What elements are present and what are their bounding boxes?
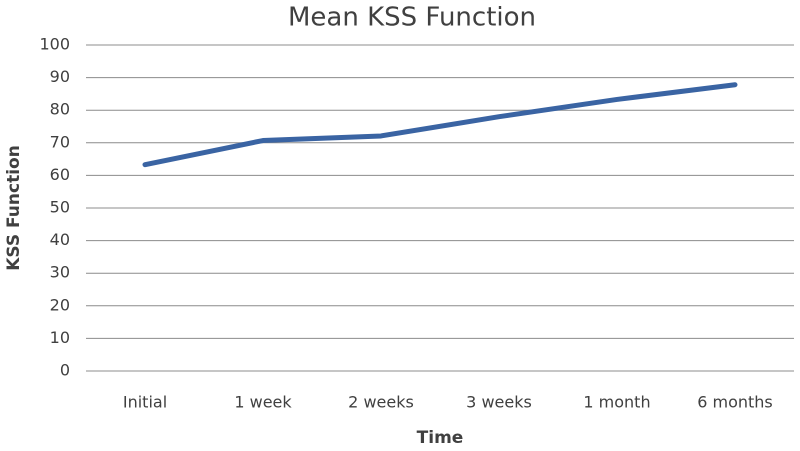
x-axis-label: Time xyxy=(417,428,464,448)
y-tick-label: 60 xyxy=(50,165,70,184)
x-tick-label: Initial xyxy=(123,393,167,412)
x-tick-label: 1 week xyxy=(234,393,292,412)
y-tick-label: 70 xyxy=(50,132,70,151)
y-tick-label: 0 xyxy=(60,361,70,380)
chart-title: Mean KSS Function xyxy=(288,3,536,33)
y-tick-label: 80 xyxy=(50,100,70,119)
y-tick-label: 10 xyxy=(50,328,70,347)
data-line xyxy=(142,82,738,168)
y-axis-label: KSS Function xyxy=(4,145,24,271)
x-tick-label: 2 weeks xyxy=(348,393,414,412)
x-tick-label: 1 month xyxy=(583,393,650,412)
y-tick-label: 100 xyxy=(39,35,70,54)
x-tick-label: 6 months xyxy=(697,393,773,412)
y-tick-label: 30 xyxy=(50,263,70,282)
y-tick-label: 40 xyxy=(50,230,70,249)
y-tick-label: 20 xyxy=(50,295,70,314)
y-tick-label: 90 xyxy=(50,67,70,86)
x-tick-label: 3 weeks xyxy=(466,393,532,412)
y-tick-label: 50 xyxy=(50,198,70,217)
